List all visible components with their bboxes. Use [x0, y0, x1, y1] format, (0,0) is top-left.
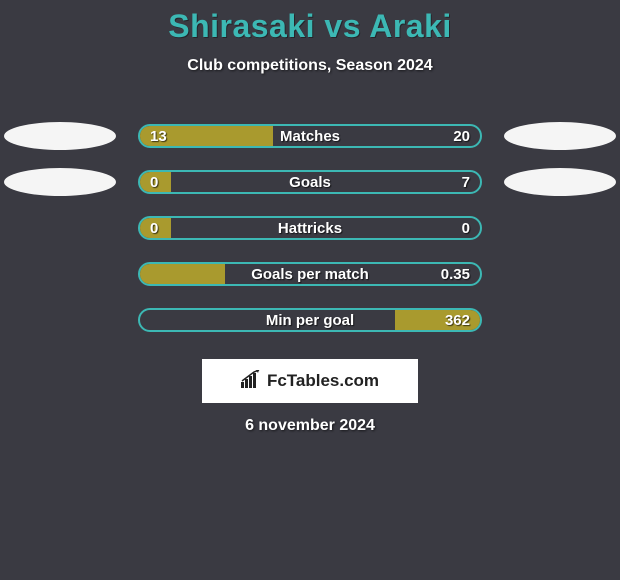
stat-row: 1320Matches	[0, 113, 620, 159]
stat-value-left: 0	[150, 172, 158, 192]
stat-row: 0 7Goals	[0, 159, 620, 205]
stat-bar-fill-left	[140, 264, 225, 284]
stat-value-right: 0.35	[441, 264, 470, 284]
date-text: 6 november 2024	[0, 417, 620, 435]
player-right-avatar	[504, 168, 616, 196]
stat-bar-track: 1320Matches	[138, 124, 482, 148]
stat-bar-track: 0 7Goals	[138, 170, 482, 194]
attribution-badge: FcTables.com	[202, 359, 418, 403]
subtitle: Club competitions, Season 2024	[0, 57, 620, 75]
stat-value-right: 20	[453, 126, 470, 146]
stat-row: 0.35Goals per match	[0, 251, 620, 297]
player-left-avatar	[4, 122, 116, 150]
stat-value-right: 362	[445, 310, 470, 330]
stat-bar-track: 0.35Goals per match	[138, 262, 482, 286]
stats-list: 1320Matches07Goals00Hattricks0.35Goals p…	[0, 113, 620, 343]
stat-value-left: 13	[150, 126, 167, 146]
stat-row: 362Min per goal	[0, 297, 620, 343]
stat-value-right: 7	[462, 172, 470, 192]
stat-bar-track: 0 0Hattricks	[138, 216, 482, 240]
stat-label: Hattricks	[140, 218, 480, 238]
stat-label: Goals	[140, 172, 480, 192]
comparison-card: Shirasaki vs Araki Club competitions, Se…	[0, 0, 620, 435]
attribution-text: FcTables.com	[267, 371, 379, 391]
stat-bar-track: 362Min per goal	[138, 308, 482, 332]
chart-icon	[241, 370, 261, 393]
player-right-avatar	[504, 122, 616, 150]
stat-value-left: 0	[150, 218, 158, 238]
player-left-avatar	[4, 168, 116, 196]
stat-row: 0 0Hattricks	[0, 205, 620, 251]
stat-value-right: 0	[462, 218, 470, 238]
page-title: Shirasaki vs Araki	[0, 8, 620, 45]
